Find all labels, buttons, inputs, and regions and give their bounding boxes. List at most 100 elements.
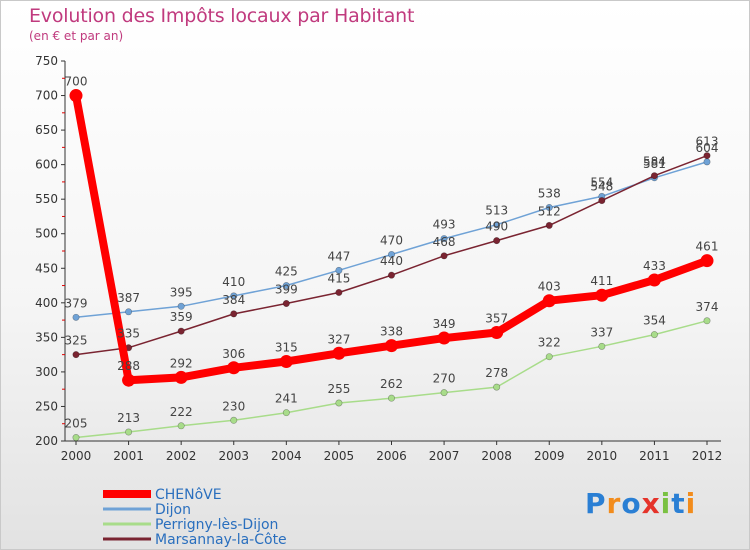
- data-label: 399: [275, 283, 298, 297]
- data-point: [647, 273, 661, 287]
- y-tick-label: 300: [35, 365, 58, 379]
- data-point: [230, 416, 238, 424]
- data-label: 387: [117, 291, 140, 305]
- x-tick-label: 2009: [534, 449, 565, 463]
- y-tick-label: 700: [35, 89, 58, 103]
- data-point: [440, 235, 448, 243]
- data-point: [279, 355, 293, 369]
- data-point: [545, 221, 553, 229]
- data-point: [69, 89, 83, 103]
- logo-letter: P: [585, 487, 607, 520]
- data-point: [174, 370, 188, 384]
- data-label: 613: [696, 135, 719, 149]
- data-label: 230: [222, 399, 245, 413]
- data-point: [490, 326, 504, 340]
- data-label: 554: [590, 175, 613, 189]
- legend-label: Marsannay-la-Côte: [155, 532, 287, 548]
- data-label: 468: [433, 235, 456, 249]
- logo-letter: i: [660, 487, 672, 520]
- data-label: 490: [485, 220, 508, 234]
- y-tick-label: 350: [35, 330, 58, 344]
- x-tick-label: 2000: [61, 449, 92, 463]
- data-point: [385, 339, 398, 353]
- data-label: 241: [275, 392, 298, 406]
- data-label: 306: [222, 347, 245, 361]
- data-point: [493, 237, 501, 245]
- data-point: [230, 292, 238, 300]
- chart-subtitle: (en € et par an): [29, 29, 124, 43]
- data-label: 213: [117, 411, 140, 425]
- data-point: [440, 389, 448, 397]
- data-label: 327: [327, 332, 350, 346]
- data-point: [125, 428, 133, 436]
- data-label: 335: [117, 327, 140, 341]
- data-label: 538: [538, 186, 561, 200]
- data-point: [282, 409, 290, 417]
- data-label: 411: [590, 274, 613, 288]
- data-point: [598, 197, 606, 205]
- data-label: 512: [538, 204, 561, 218]
- data-label: 425: [275, 265, 298, 279]
- y-tick-label: 450: [35, 261, 58, 275]
- data-point: [700, 254, 714, 268]
- y-tick-label: 650: [35, 123, 58, 137]
- data-label: 325: [65, 334, 88, 348]
- data-label: 433: [643, 259, 666, 273]
- data-label: 410: [222, 275, 245, 289]
- data-label: 548: [590, 180, 613, 194]
- y-tick-label: 500: [35, 227, 58, 241]
- data-point: [177, 422, 185, 430]
- logo-letter: x: [641, 487, 661, 520]
- data-point: [335, 266, 343, 274]
- data-label: 222: [170, 405, 193, 419]
- data-label: 461: [696, 240, 719, 254]
- data-point: [598, 342, 606, 350]
- data-point: [493, 221, 501, 229]
- data-label: 349: [433, 317, 456, 331]
- data-label: 278: [485, 366, 508, 380]
- data-point: [122, 373, 136, 387]
- data-point: [282, 282, 290, 290]
- data-point: [595, 288, 609, 302]
- x-tick-label: 2010: [587, 449, 618, 463]
- data-label: 354: [643, 314, 666, 328]
- data-label: 440: [380, 254, 403, 268]
- y-tick-label: 250: [35, 399, 58, 413]
- data-point: [650, 172, 658, 180]
- x-tick-label: 2007: [429, 449, 460, 463]
- data-label: 415: [327, 271, 350, 285]
- data-label: 374: [696, 300, 719, 314]
- data-point: [387, 271, 395, 279]
- data-point: [282, 300, 290, 308]
- data-label: 315: [275, 341, 298, 355]
- data-label: 581: [643, 157, 666, 171]
- data-label: 288: [117, 359, 140, 373]
- data-label: 255: [327, 382, 350, 396]
- data-point: [387, 250, 395, 258]
- data-label: 700: [65, 75, 88, 89]
- data-label: 379: [65, 296, 88, 310]
- data-point: [703, 158, 711, 166]
- y-tick-label: 600: [35, 158, 58, 172]
- data-label: 359: [170, 310, 193, 324]
- logo-letter: r: [606, 487, 622, 520]
- data-point: [125, 308, 133, 316]
- data-point: [177, 302, 185, 310]
- data-point: [72, 434, 80, 442]
- data-point: [703, 152, 711, 160]
- data-label: 337: [590, 325, 613, 339]
- x-tick-label: 2005: [324, 449, 355, 463]
- legend-label: CHENôVE: [155, 487, 222, 503]
- y-tick-label: 200: [35, 434, 58, 448]
- y-tick-label: 550: [35, 192, 58, 206]
- data-label: 470: [380, 233, 403, 247]
- data-label: 604: [696, 141, 719, 155]
- x-tick-label: 2004: [271, 449, 302, 463]
- data-point: [437, 331, 451, 345]
- legend-label: Dijon: [155, 502, 191, 518]
- data-label: 322: [538, 336, 561, 350]
- data-point: [542, 294, 556, 308]
- data-label: 357: [485, 312, 508, 326]
